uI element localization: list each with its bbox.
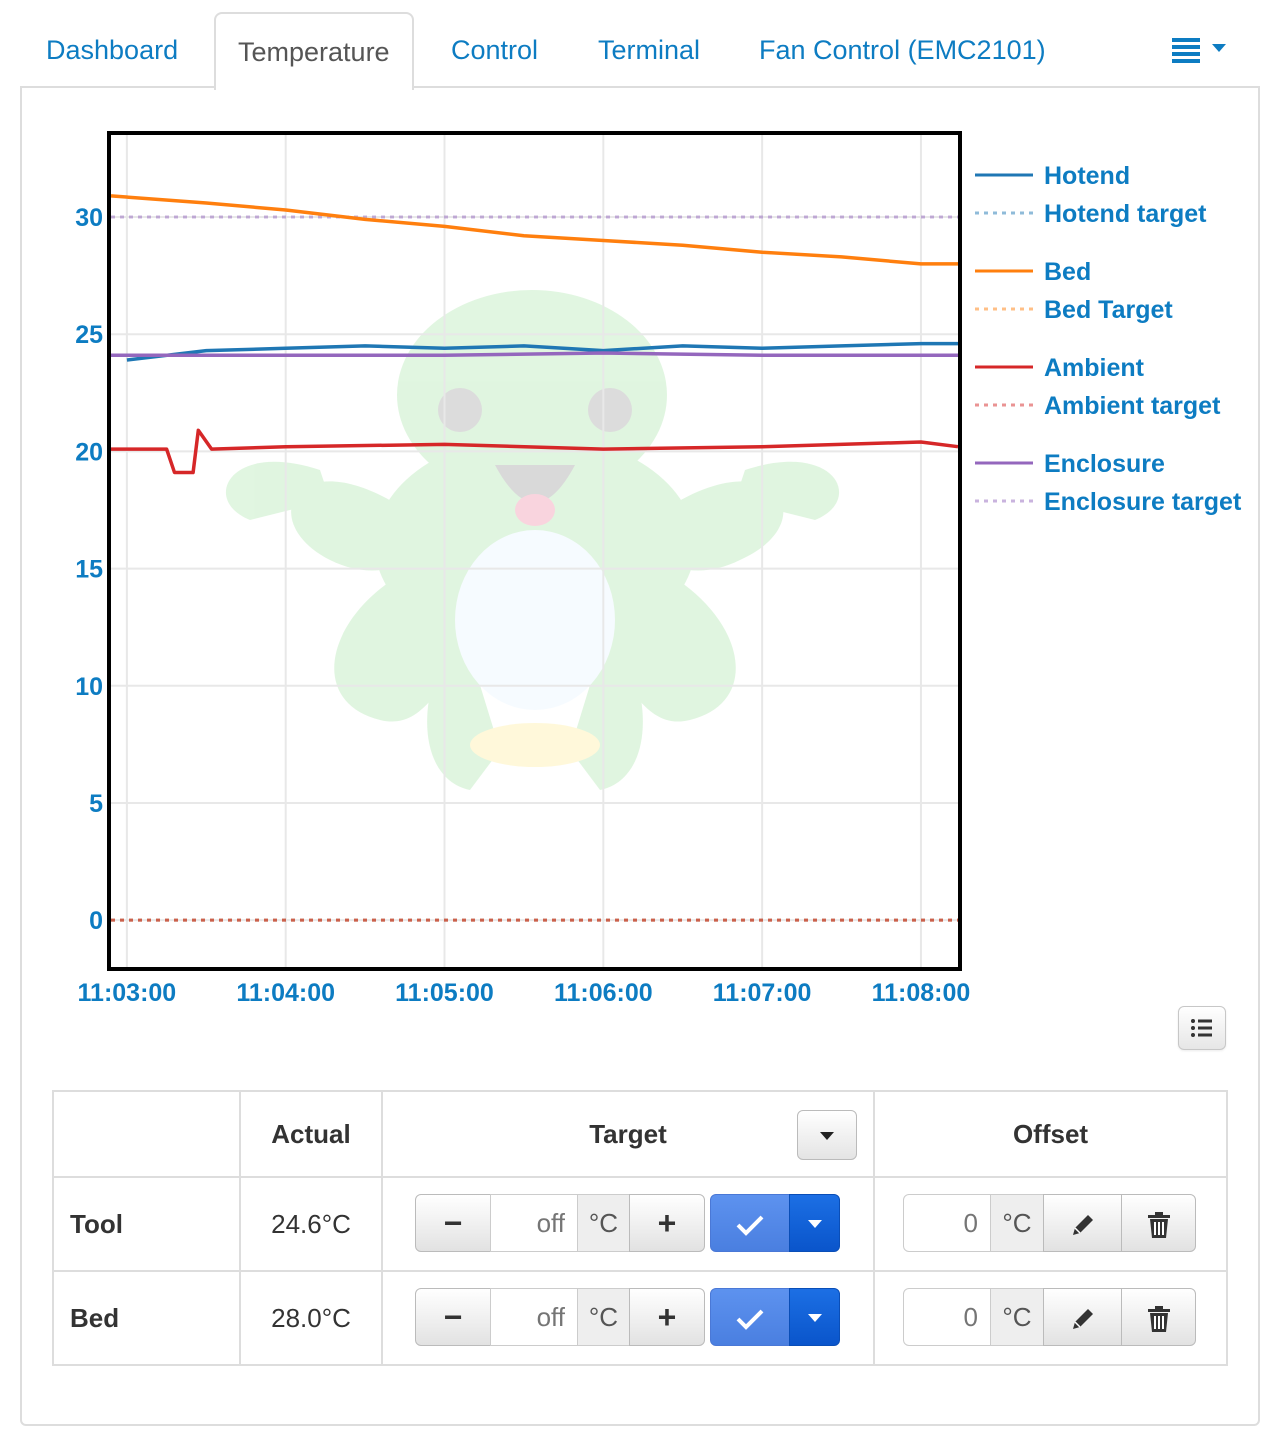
series-line <box>126 341 958 362</box>
offset-unit: °C <box>990 1288 1044 1346</box>
decrease-target-button[interactable]: − <box>415 1194 491 1252</box>
header-target-label: Target <box>589 1118 667 1149</box>
caret-down-icon <box>807 1220 822 1228</box>
target-cell: − °C + <box>381 1176 875 1272</box>
x-tick-label: 11:04:00 <box>236 979 335 1007</box>
tab-overflow-menu[interactable] <box>1172 36 1230 66</box>
delete-offset-button[interactable] <box>1121 1194 1196 1252</box>
header-actual: Actual <box>239 1090 383 1178</box>
actual-temp: 24.6°C <box>239 1176 383 1272</box>
trash-icon <box>1147 1212 1170 1239</box>
legend-label[interactable]: Bed Target <box>1044 296 1173 324</box>
x-tick-label: 11:05:00 <box>395 979 494 1007</box>
x-tick-label: 11:08:00 <box>872 979 971 1007</box>
list-icon <box>1191 1019 1212 1037</box>
offset-input[interactable] <box>903 1194 991 1252</box>
y-tick-label: 5 <box>89 790 103 818</box>
header-offset: Offset <box>873 1090 1228 1178</box>
set-target-button[interactable] <box>710 1194 790 1252</box>
legend-label[interactable]: Hotend <box>1044 162 1130 190</box>
y-tick-label: 25 <box>75 321 103 349</box>
series-line <box>111 351 958 358</box>
hamburger-menu-icon <box>1172 38 1200 66</box>
check-icon <box>736 1215 764 1236</box>
caret-down-icon <box>807 1314 822 1322</box>
increase-target-button[interactable]: + <box>629 1288 705 1346</box>
tab-terminal[interactable]: Terminal <box>598 35 701 65</box>
edit-offset-button[interactable] <box>1043 1288 1122 1346</box>
chart-frame <box>107 131 962 971</box>
legend-label[interactable]: Enclosure target <box>1044 488 1242 516</box>
y-tick-label: 30 <box>75 204 103 232</box>
y-tick-label: 20 <box>75 438 103 466</box>
y-tick-label: 15 <box>75 556 103 584</box>
trash-icon <box>1147 1306 1170 1333</box>
row-label: Bed <box>52 1270 241 1366</box>
x-tick-label: 11:07:00 <box>713 979 812 1007</box>
x-tick-label: 11:03:00 <box>78 979 177 1007</box>
offset-input[interactable] <box>903 1288 991 1346</box>
row-label: Tool <box>52 1176 241 1272</box>
legend-label[interactable]: Enclosure <box>1044 450 1165 478</box>
target-unit: °C <box>577 1288 630 1346</box>
delete-offset-button[interactable] <box>1121 1288 1196 1346</box>
tab-control[interactable]: Control <box>451 35 539 65</box>
target-options-dropdown[interactable] <box>789 1288 840 1346</box>
decrease-target-button[interactable]: − <box>415 1288 491 1346</box>
legend-label[interactable]: Ambient target <box>1044 392 1221 420</box>
tab-fan-control[interactable]: Fan Control (EMC2101) <box>759 35 1046 65</box>
y-axis-ticks: 0 5 10 15 20 25 30 <box>75 204 103 935</box>
legend-label[interactable]: Bed <box>1044 258 1091 286</box>
pencil-icon <box>1072 1309 1093 1330</box>
series-line <box>110 194 958 266</box>
chart-watermark <box>225 290 840 790</box>
series-line <box>111 428 959 475</box>
target-presets-dropdown[interactable] <box>797 1110 857 1160</box>
temperature-table: Actual Target Offset Tool 24.6°C − °C + <box>52 1090 1228 1366</box>
chevron-down-icon <box>1212 44 1226 52</box>
check-icon <box>736 1309 764 1330</box>
chart-series <box>110 194 959 922</box>
tab-bar: Dashboard Temperature Control Terminal F… <box>20 0 1260 90</box>
y-tick-label: 10 <box>75 673 103 701</box>
table-row-bed: Bed 28.0°C − °C + <box>52 1270 1228 1366</box>
target-options-dropdown[interactable] <box>789 1194 840 1252</box>
tab-dashboard[interactable]: Dashboard <box>46 35 179 65</box>
tab-temperature[interactable]: Temperature <box>214 12 414 90</box>
legend-toggle-button[interactable] <box>1178 1006 1226 1050</box>
increase-target-button[interactable]: + <box>629 1194 705 1252</box>
actual-temp: 28.0°C <box>239 1270 383 1366</box>
target-input[interactable] <box>490 1288 578 1346</box>
header-target: Target <box>381 1090 875 1178</box>
x-axis-ticks: 11:03:00 11:04:00 11:05:00 11:06:00 11:07:00… <box>78 979 971 1007</box>
edit-offset-button[interactable] <box>1043 1194 1122 1252</box>
header-name <box>52 1090 241 1178</box>
table-header-row: Actual Target Offset <box>52 1090 1228 1178</box>
x-tick-label: 11:06:00 <box>554 979 653 1007</box>
chart-legend: Hotend Hotend target Bed Bed Target Ambient A… <box>975 162 1242 516</box>
offset-cell: °C <box>873 1176 1228 1272</box>
target-unit: °C <box>577 1194 630 1252</box>
offset-cell: °C <box>873 1270 1228 1366</box>
y-tick-label: 0 <box>89 907 103 935</box>
set-target-button[interactable] <box>710 1288 790 1346</box>
table-row-tool: Tool 24.6°C − °C + <box>52 1176 1228 1272</box>
offset-unit: °C <box>990 1194 1044 1252</box>
caret-down-icon <box>820 1132 834 1140</box>
pencil-icon <box>1072 1215 1093 1236</box>
legend-label[interactable]: Hotend target <box>1044 200 1207 228</box>
legend-label[interactable]: Ambient <box>1044 354 1145 382</box>
target-input[interactable] <box>490 1194 578 1252</box>
target-cell: − °C + <box>381 1270 875 1366</box>
